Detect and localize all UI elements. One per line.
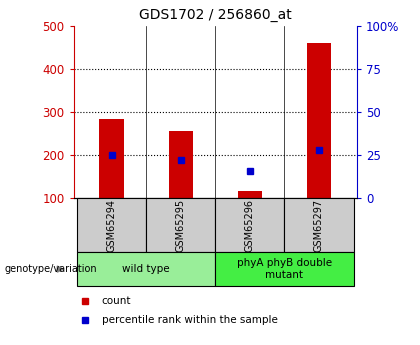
Bar xyxy=(284,198,354,252)
Text: wild type: wild type xyxy=(122,264,170,274)
Bar xyxy=(100,119,123,242)
Bar xyxy=(215,198,284,252)
Bar xyxy=(215,252,354,286)
Text: genotype/variation: genotype/variation xyxy=(4,264,97,274)
Text: GSM65297: GSM65297 xyxy=(314,199,324,252)
Bar xyxy=(146,198,215,252)
Bar xyxy=(77,252,215,286)
Bar xyxy=(238,191,262,242)
Text: count: count xyxy=(102,296,131,306)
Text: GSM65295: GSM65295 xyxy=(176,199,186,252)
Bar xyxy=(307,43,331,241)
Text: GSM65296: GSM65296 xyxy=(245,199,255,252)
Text: GSM65294: GSM65294 xyxy=(107,199,116,252)
Bar xyxy=(168,131,193,242)
Text: phyA phyB double
mutant: phyA phyB double mutant xyxy=(237,258,332,280)
Bar xyxy=(77,198,146,252)
Text: percentile rank within the sample: percentile rank within the sample xyxy=(102,315,278,325)
Title: GDS1702 / 256860_at: GDS1702 / 256860_at xyxy=(139,8,291,22)
